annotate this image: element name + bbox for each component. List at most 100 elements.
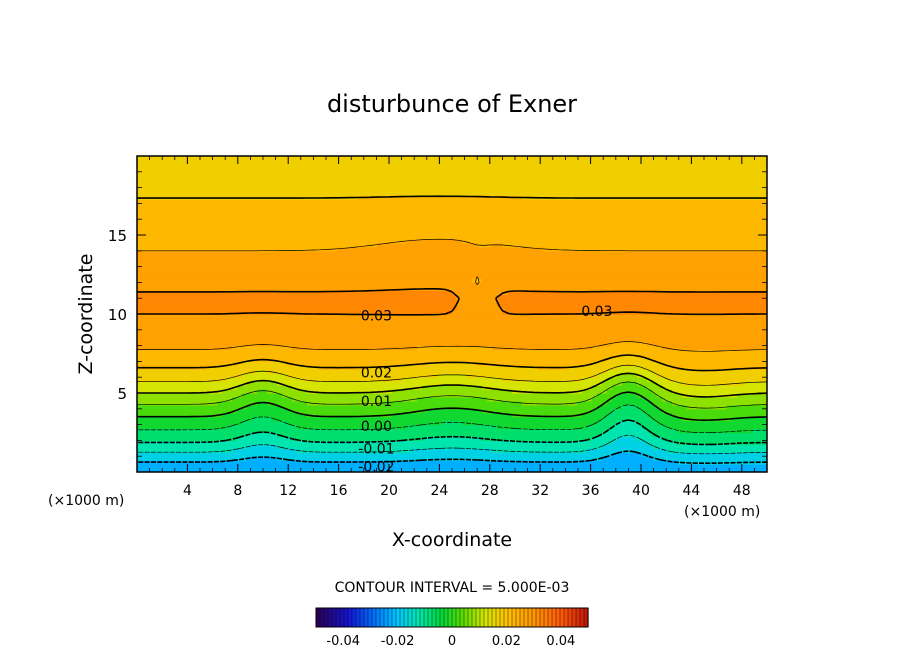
contour-cell (297, 408, 303, 414)
contour-cell (177, 270, 183, 276)
contour-cell (412, 377, 418, 382)
contour-cell (152, 262, 158, 268)
contour-cell (412, 373, 418, 378)
contour-cell (317, 302, 323, 307)
contour-cell (197, 373, 203, 378)
contour-cell (442, 452, 448, 457)
contour-cell (317, 286, 323, 291)
contour-cell (382, 452, 388, 457)
contour-cell (442, 159, 448, 165)
contour-cell (337, 211, 343, 216)
contour-cell (147, 211, 153, 216)
contour-cell (262, 396, 268, 402)
contour-cell (407, 298, 413, 303)
contour-cell (267, 163, 273, 169)
contour-cell (142, 258, 148, 264)
contour-cell (182, 314, 188, 319)
contour-cell (262, 266, 268, 272)
contour-cell (402, 191, 408, 197)
contour-cell (427, 452, 433, 457)
contour-cell (432, 203, 438, 208)
contour-cell (167, 274, 173, 280)
contour-cell (292, 440, 298, 445)
contour-cell (382, 258, 388, 264)
contour-cell (372, 290, 378, 295)
contour-cell (352, 452, 358, 457)
contour-cell (382, 175, 388, 181)
contour-cell (372, 444, 378, 449)
contour-cell (342, 175, 348, 181)
contour-cell (232, 294, 238, 299)
contour-cell (167, 156, 173, 161)
contour-cell (342, 393, 348, 398)
contour-cell (437, 345, 443, 351)
contour-cell (332, 424, 338, 430)
contour-cell (137, 404, 143, 410)
contour-cell (437, 199, 443, 204)
contour-cell (177, 223, 183, 228)
contour-cell (277, 199, 283, 204)
contour-cell (207, 321, 213, 327)
contour-cell (382, 310, 388, 315)
contour-cell (192, 349, 198, 355)
contour-cell (237, 227, 243, 232)
contour-cell (397, 294, 403, 299)
contour-cell (297, 282, 303, 287)
contour-cell (172, 428, 178, 434)
contour-cell (272, 357, 278, 362)
contour-cell (207, 329, 213, 335)
contour-cell (237, 448, 243, 453)
contour-cell (372, 183, 378, 189)
contour-cell (422, 179, 428, 185)
contour-cell (367, 191, 373, 197)
contour-cell (152, 385, 158, 390)
contour-cell (377, 306, 383, 311)
contour-cell (417, 464, 423, 469)
contour-cell (187, 156, 193, 161)
contour-cell (377, 223, 383, 228)
contour-cell (392, 187, 398, 193)
contour-cell (242, 156, 248, 161)
contour-cell (357, 238, 363, 244)
contour-cell (322, 171, 328, 177)
contour-cell (337, 468, 343, 472)
contour-cell (337, 175, 343, 181)
contour-cell (152, 270, 158, 276)
contour-cell (432, 235, 438, 240)
contour-cell (257, 219, 263, 224)
contour-cell (342, 231, 348, 236)
contour-cell (222, 333, 228, 339)
chart-title: disturbunce of Exner (327, 90, 577, 118)
contour-cell (252, 385, 258, 390)
contour-cell (367, 258, 373, 264)
contour-cell (417, 156, 423, 161)
contour-cell (192, 317, 198, 323)
contour-cell (427, 314, 433, 319)
contour-cell (297, 373, 303, 378)
contour-cell (337, 306, 343, 311)
contour-cell (412, 171, 418, 177)
contour-cell (162, 452, 168, 457)
contour-cell (227, 179, 233, 185)
contour-cell (302, 349, 308, 355)
contour-cell (137, 456, 143, 461)
contour-cell (397, 163, 403, 169)
contour-cell (192, 369, 198, 374)
contour-cell (402, 416, 408, 422)
contour-cell (237, 302, 243, 307)
contour-cell (312, 314, 318, 319)
contour-cell (342, 282, 348, 287)
contour-cell (372, 345, 378, 351)
contour-cell (242, 266, 248, 272)
contour-cell (202, 219, 208, 224)
contour-cell (162, 278, 168, 283)
contour-cell (167, 424, 173, 430)
contour-cell (252, 424, 258, 430)
contour-cell (382, 345, 388, 351)
contour-cell (202, 345, 208, 351)
contour-cell (447, 448, 453, 453)
contour-cell (237, 254, 243, 260)
contour-cell (252, 444, 258, 449)
contour-cell (207, 432, 213, 438)
contour-cell (432, 231, 438, 236)
